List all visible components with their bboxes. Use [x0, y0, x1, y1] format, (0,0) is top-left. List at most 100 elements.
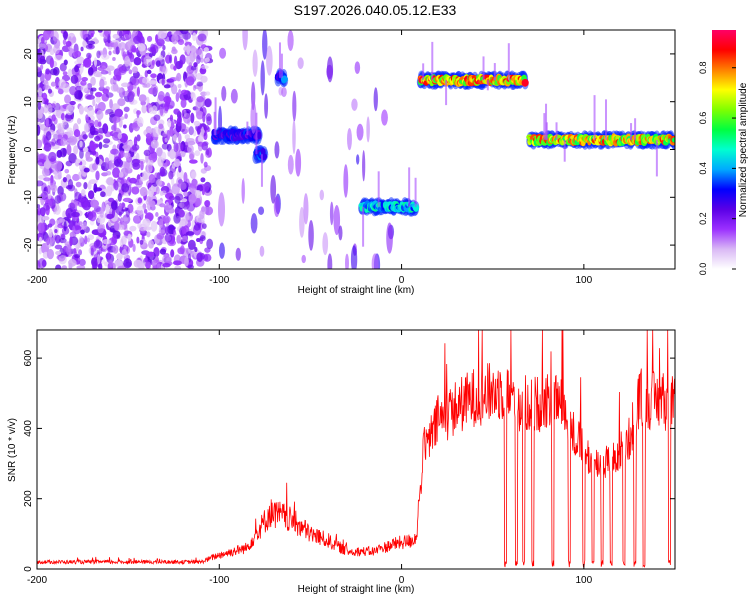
spectrogram-noise-blob — [50, 174, 54, 186]
spectrogram-noise-blob — [60, 113, 65, 121]
spectrogram-noise-blob — [97, 224, 104, 234]
spectrogram-noise-blob — [112, 244, 119, 254]
spectrogram-noise-blob — [162, 44, 166, 51]
spectrogram-noise-blob — [121, 249, 127, 258]
spectrogram-noise-blob — [156, 38, 165, 47]
spectrogram-noise-streak — [326, 64, 333, 79]
spectrogram-y-tick-label: -20 — [23, 237, 34, 252]
spectrogram-noise-blob — [59, 147, 67, 158]
spectrogram-noise-blob — [174, 265, 182, 269]
spectrogram-noise-blob — [66, 127, 73, 132]
spectrogram-noise-blob — [86, 237, 90, 243]
spectrogram-noise-blob — [86, 94, 95, 100]
spectrogram-noise-blob — [89, 125, 96, 136]
spectrogram-noise-blob — [136, 86, 140, 97]
spectrogram-noise-blob — [106, 213, 114, 220]
spectrogram-noise-blob — [136, 205, 145, 215]
colorbar-label: Normalized spectral amplitude — [738, 82, 749, 217]
snr-x-tick-label: 0 — [399, 575, 405, 586]
spectrogram-noise-blob — [118, 42, 127, 51]
spectrogram-noise-blob — [166, 129, 171, 141]
spectrogram-noise-blob — [190, 93, 197, 101]
spectrogram-noise-blob — [204, 254, 209, 261]
spectrogram-noise-blob — [157, 90, 165, 102]
spectrogram-noise-blob — [140, 160, 144, 171]
spectrogram-noise-blob — [190, 183, 197, 189]
spectrogram-noise-blob — [49, 182, 56, 191]
spectrogram-noise-blob — [131, 45, 137, 53]
spectrogram-noise-blob — [97, 254, 101, 265]
spectrogram-noise-blob — [62, 83, 71, 93]
spectrogram-noise-blob — [177, 83, 182, 89]
spectrogram-noise-blob — [185, 231, 195, 236]
spectrogram-noise-blob — [194, 246, 198, 253]
spectrogram-noise-blob — [146, 251, 155, 257]
spectrogram-noise-blob — [164, 232, 173, 243]
spectrogram-noise-blob — [114, 108, 124, 118]
spectrogram-noise-blob — [48, 198, 53, 207]
spectrogram-noise-blob — [149, 200, 156, 208]
spectrogram-noise-blob — [112, 167, 121, 179]
spectrogram-noise-blob — [117, 132, 123, 140]
spectrogram-noise-blob — [37, 111, 43, 119]
spectrogram-noise-blob — [102, 88, 109, 95]
spectrogram-noise-blob — [203, 131, 208, 141]
spectrogram-noise-blob — [90, 199, 100, 208]
spectrogram-noise-blob — [90, 76, 96, 86]
spectrogram-noise-blob — [72, 225, 76, 236]
spectrogram-noise-blob — [173, 55, 178, 66]
spectrogram-noise-blob — [178, 133, 182, 144]
spectrogram-noise-blob — [148, 239, 155, 249]
spectrogram-noise-blob — [195, 48, 202, 56]
spectrogram-noise-blob — [169, 114, 174, 122]
spectrogram-noise-blob — [146, 69, 152, 75]
spectrogram-noise-blob — [111, 234, 118, 245]
colorbar-tick-label: 0.6 — [698, 112, 708, 125]
spectrogram-noise-streak — [366, 116, 370, 143]
colorbar-tick-label: 0.2 — [698, 212, 708, 225]
spectrogram-noise-blob — [54, 205, 61, 216]
spectrogram-x-label: Height of straight line (km) — [298, 285, 415, 296]
spectrogram-noise-blob — [69, 236, 73, 247]
spectrogram-noise-blob — [148, 52, 154, 58]
spectrogram-noise-blob — [170, 249, 175, 258]
spectrogram-noise-blob — [67, 68, 73, 78]
spectrogram-noise-blob — [137, 197, 143, 204]
spectrogram-noise-blob — [85, 156, 93, 162]
spectrogram-noise-blob — [168, 195, 175, 201]
spectrogram-noise-blob — [200, 168, 207, 174]
spectrogram-noise-blob — [114, 259, 123, 268]
spectrogram-noise-blob — [166, 143, 172, 152]
spectrogram-noise-blob — [179, 182, 187, 191]
spectrogram-noise-blob — [113, 120, 117, 132]
spectrogram-noise-blob — [204, 206, 214, 216]
spectrogram-noise-blob — [171, 177, 175, 186]
spectrogram-noise-blob — [196, 96, 204, 103]
spectrogram-noise-blob — [146, 231, 151, 238]
spectrogram-noise-blob — [117, 66, 127, 76]
spectrogram-noise-blob — [168, 170, 174, 180]
spectrogram-noise-blob — [119, 224, 125, 231]
spectrogram-noise-blob — [148, 151, 158, 163]
spectrogram-noise-blob — [136, 134, 141, 142]
spectrogram-noise-blob — [176, 169, 184, 180]
spectrogram-noise-blob — [164, 101, 169, 112]
snr-y-label: SNR (10 * v/v) — [7, 418, 18, 482]
spectrogram-noise-blob — [204, 57, 210, 63]
spectrogram-noise-blob — [59, 62, 67, 72]
spectrogram-noise-blob — [129, 186, 134, 193]
spectrogram-noise-blob — [168, 148, 177, 160]
spectrogram-noise-blob — [133, 56, 142, 66]
spectrogram-noise-blob — [49, 68, 58, 76]
spectrogram-noise-blob — [143, 55, 152, 67]
spectrogram-noise-blob — [95, 96, 101, 103]
spectrogram-noise-blob — [55, 250, 62, 256]
spectrogram-noise-blob — [141, 170, 151, 180]
spectrogram-noise-blob — [42, 30, 51, 41]
spectrogram-noise-blob — [187, 144, 194, 154]
spectrogram-noise-blob — [112, 57, 116, 62]
spectrogram-noise-blob — [37, 204, 41, 209]
spectrogram-noise-blob — [45, 131, 52, 141]
spectrogram-noise-streak — [218, 192, 226, 227]
